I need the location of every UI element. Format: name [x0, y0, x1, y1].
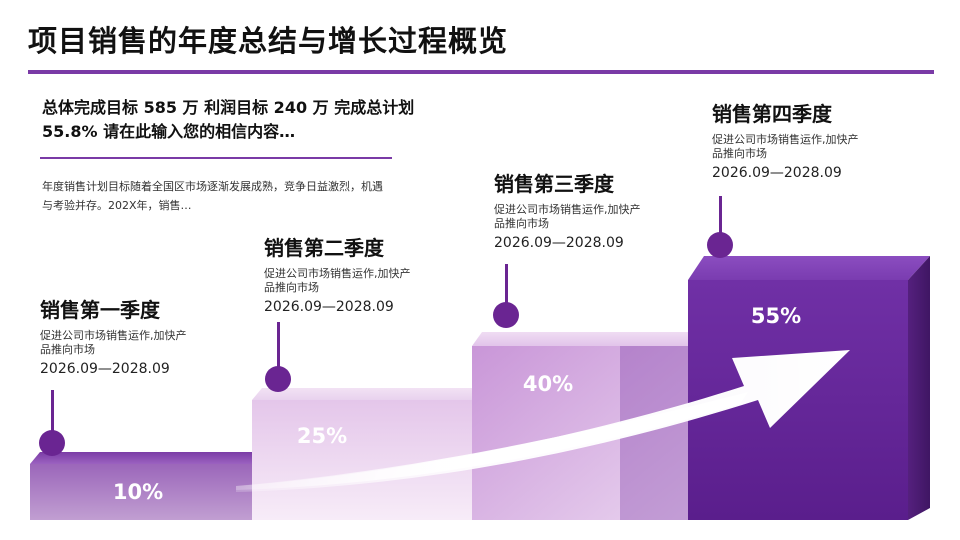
percent-q4: 55% — [750, 304, 802, 328]
stage-q4: 销售第四季度 促进公司市场销售运作,加快产品推向市场 2026.09—2028.… — [712, 98, 862, 181]
pin-dot-q2 — [265, 366, 291, 392]
title-divider — [28, 70, 934, 74]
pin-dot-q4 — [707, 232, 733, 258]
stage-desc: 促进公司市场销售运作,加快产品推向市场 — [40, 329, 187, 356]
stage-q2: 销售第二季度 促进公司市场销售运作,加快产品推向市场 2026.09—2028.… — [264, 232, 414, 315]
pin-line-q4 — [719, 196, 722, 236]
stage-title: 销售第一季度 — [40, 298, 160, 322]
stage-title: 销售第三季度 — [494, 172, 614, 196]
stage-desc: 促进公司市场销售运作,加快产品推向市场 — [494, 203, 641, 230]
pin-dot-q1 — [39, 430, 65, 456]
bar-q2 — [252, 388, 480, 520]
summary-divider — [40, 157, 392, 159]
percent-q3: 40% — [522, 372, 574, 396]
stage-desc: 促进公司市场销售运作,加快产品推向市场 — [264, 267, 411, 294]
pin-line-q3 — [505, 264, 508, 306]
stage-q3: 销售第三季度 促进公司市场销售运作,加快产品推向市场 2026.09—2028.… — [494, 168, 644, 251]
description-text: 年度销售计划目标随着全国区市场逐渐发展成熟，竞争日益激烈，机遇与考验并存。202… — [42, 180, 383, 212]
percent-q1: 10% — [112, 480, 164, 504]
stage-date: 2026.09—2028.09 — [494, 235, 624, 251]
stage-date: 2026.09—2028.09 — [40, 361, 170, 377]
pin-line-q1 — [51, 390, 54, 440]
summary-text: 总体完成目标 585 万 利润目标 240 万 完成总计划 55.8% 请在此输… — [42, 98, 415, 141]
stage-title: 销售第二季度 — [264, 236, 384, 260]
page-title: 项目销售的年度总结与增长过程概览 — [28, 24, 509, 58]
pin-line-q2 — [277, 322, 280, 368]
stage-q1: 销售第一季度 促进公司市场销售运作,加快产品推向市场 2026.09—2028.… — [40, 294, 190, 377]
stage-date: 2026.09—2028.09 — [264, 299, 394, 315]
bar-q1 — [30, 452, 260, 520]
pin-dot-q3 — [493, 302, 519, 328]
stage-date: 2026.09—2028.09 — [712, 165, 842, 181]
growth-arrow-icon — [236, 350, 850, 492]
percent-q2: 25% — [296, 424, 348, 448]
stage-desc: 促进公司市场销售运作,加快产品推向市场 — [712, 133, 859, 160]
stage-title: 销售第四季度 — [712, 102, 832, 126]
